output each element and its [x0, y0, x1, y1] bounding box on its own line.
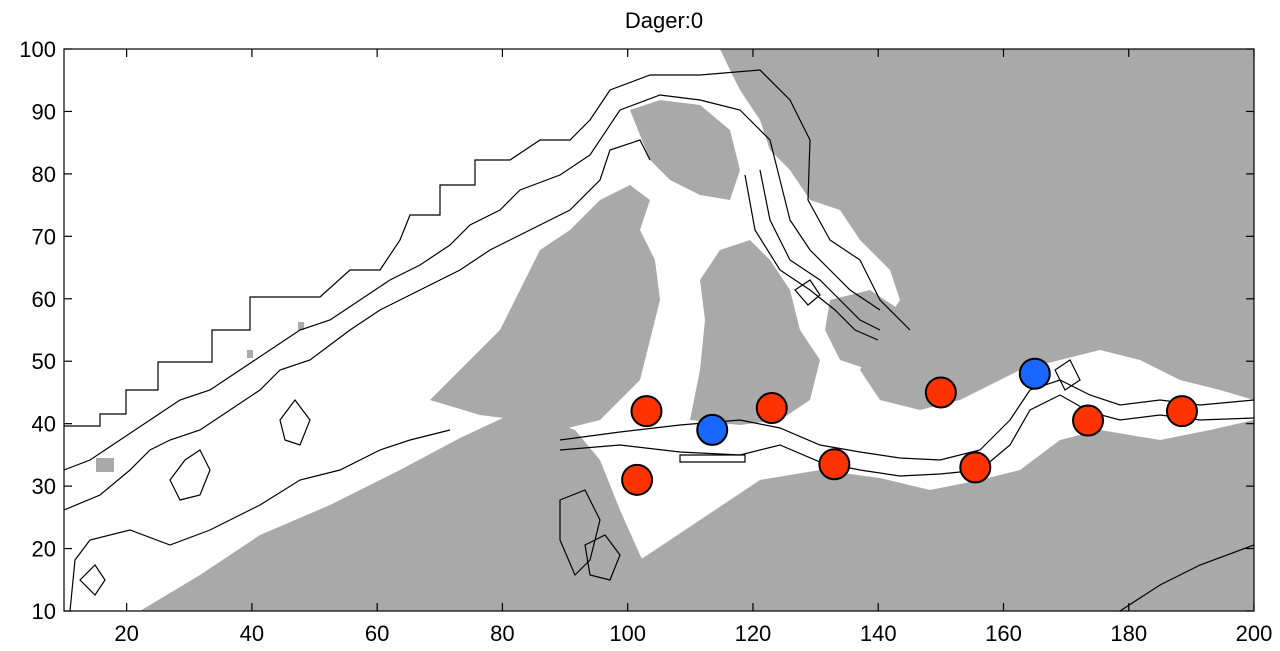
contour-south-east: [1119, 544, 1254, 611]
contour-lines: [64, 69, 1254, 611]
red-station-marker: [621, 463, 654, 496]
contour-mid-1: [64, 94, 881, 471]
contour-channel-3: [679, 454, 746, 463]
contour-loop-5: [584, 534, 621, 581]
contour-mid-2: [64, 139, 651, 511]
x-tick-label: 80: [490, 621, 514, 646]
y-tick-label: 50: [32, 349, 56, 374]
contour-river-1: [759, 169, 881, 331]
contour-loop-6: [794, 279, 821, 306]
chart-title: Dager:0: [625, 8, 703, 33]
land-islet-3: [247, 350, 253, 358]
land-islet-1: [96, 458, 114, 472]
plot-area: [64, 49, 1254, 611]
x-tick-label: 160: [985, 621, 1022, 646]
y-tick-label: 20: [32, 537, 56, 562]
land-islet-2: [298, 322, 304, 330]
x-tick-label: 100: [609, 621, 646, 646]
red-station-marker: [1165, 395, 1198, 428]
land-mass-central: [430, 185, 660, 430]
y-tick-label: 90: [32, 99, 56, 124]
y-tick-label: 100: [19, 37, 56, 62]
y-tick-label: 80: [32, 162, 56, 187]
x-tick-label: 60: [365, 621, 389, 646]
x-tick-label: 20: [114, 621, 138, 646]
red-station-marker: [755, 392, 788, 425]
y-tick-label: 40: [32, 412, 56, 437]
y-tick-label: 60: [32, 287, 56, 312]
red-station-marker: [924, 376, 957, 409]
land-mass-inner: [825, 290, 900, 370]
contour-channel-1: [559, 379, 1254, 461]
red-station-marker: [1072, 404, 1105, 437]
contour-loop-7: [1054, 359, 1081, 391]
red-station-marker: [630, 395, 663, 428]
contour-loop-3: [79, 564, 106, 596]
x-tick-label: 140: [860, 621, 897, 646]
y-axis: 10 20 30 40 50 60 70 80 90 100: [19, 37, 1254, 624]
contour-river-2: [744, 174, 879, 341]
blue-station-marker: [696, 413, 729, 446]
land-mass-south: [140, 410, 680, 611]
x-axis: 20 40 60 80 100 120 140 160 180 200: [114, 49, 1272, 646]
contour-south-1: [69, 429, 451, 611]
contour-loop-1: [169, 449, 211, 501]
y-tick-label: 30: [32, 474, 56, 499]
red-station-marker: [818, 448, 851, 481]
contour-loop-2: [279, 399, 311, 446]
y-tick-label: 70: [32, 224, 56, 249]
plot-frame: [63, 48, 1255, 612]
y-tick-label: 10: [32, 599, 56, 624]
x-tick-label: 120: [735, 621, 772, 646]
land-masses: [96, 49, 1254, 611]
red-station-marker: [959, 451, 992, 484]
contour-outer: [64, 69, 911, 427]
land-mass-north-east: [720, 49, 1254, 410]
blue-station-marker: [1018, 357, 1051, 390]
markers-layer: [621, 357, 1198, 496]
x-tick-label: 180: [1110, 621, 1147, 646]
x-tick-label: 40: [240, 621, 264, 646]
x-tick-label: 200: [1236, 621, 1273, 646]
contour-loop-4: [559, 489, 601, 577]
land-mass-south-east: [620, 420, 1254, 611]
land-mass-central-2: [690, 240, 820, 425]
land-mass-north-central: [630, 100, 740, 200]
